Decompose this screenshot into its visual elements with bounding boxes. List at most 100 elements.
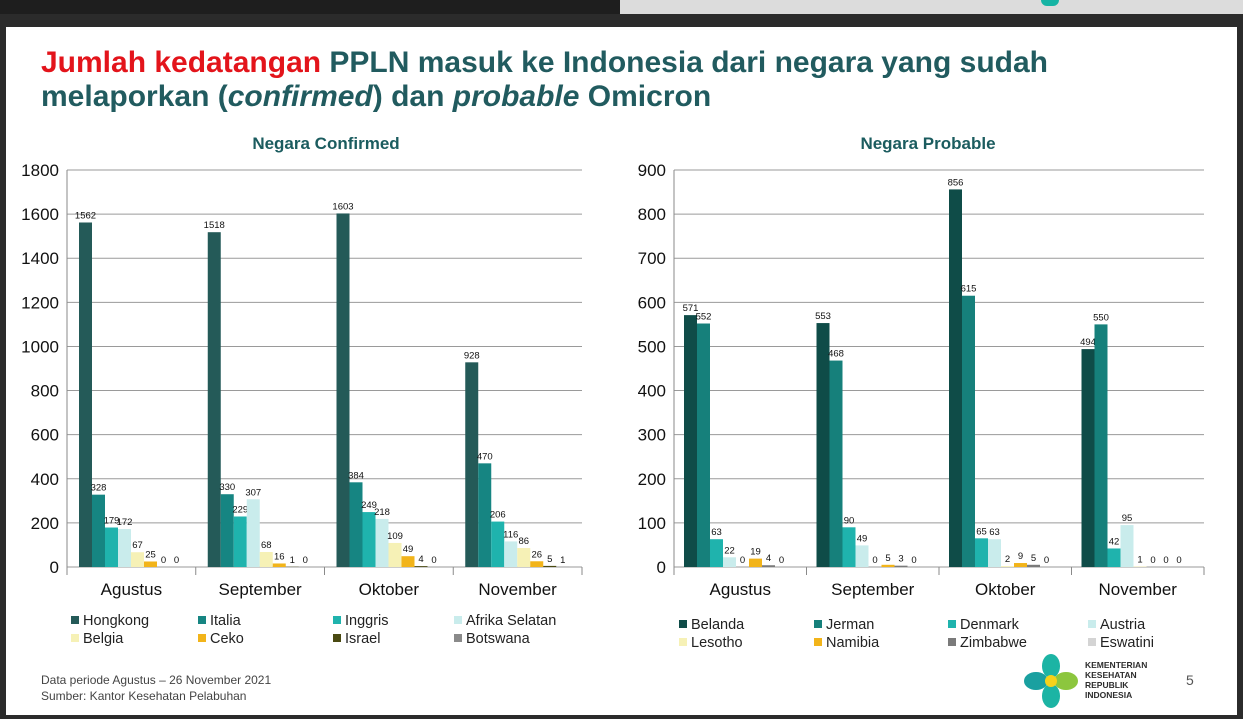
chart-legend: Hongkong Italia Inggris Afrika Selatan Belgi… xyxy=(6,612,606,652)
legend-label: Israel xyxy=(345,631,381,647)
bar xyxy=(710,539,723,567)
bar-value-label: 65 xyxy=(976,526,987,537)
bar xyxy=(962,295,975,567)
bar xyxy=(118,529,131,567)
bar-value-label: 0 xyxy=(161,555,166,566)
bar-value-label: 5 xyxy=(547,554,552,565)
page-number: 5 xyxy=(1186,672,1194,688)
bar-value-label: 26 xyxy=(531,549,542,560)
x-category-label: Oktober xyxy=(975,580,1036,599)
x-category-label: September xyxy=(831,580,914,599)
bar-value-label: 550 xyxy=(1093,312,1109,323)
legend-label: Zimbabwe xyxy=(960,635,1027,651)
bar xyxy=(1001,566,1014,567)
legend-swatch xyxy=(198,634,206,642)
y-tick-label: 400 xyxy=(31,470,59,489)
bar xyxy=(881,564,895,567)
bar-value-label: 0 xyxy=(1163,555,1168,566)
legend-swatch xyxy=(454,616,462,624)
bar-value-label: 109 xyxy=(387,531,403,542)
title-part-2: ) dan xyxy=(372,80,453,113)
bar-value-label: 19 xyxy=(750,547,761,558)
bar xyxy=(79,222,92,567)
bar-value-label: 86 xyxy=(518,536,529,547)
bar-value-label: 0 xyxy=(740,555,745,566)
legend-swatch xyxy=(679,620,687,628)
legend-label: Inggris xyxy=(345,613,389,629)
bar xyxy=(1094,324,1108,567)
bar xyxy=(855,545,869,567)
bar-value-label: 5 xyxy=(885,553,890,564)
bar-value-label: 856 xyxy=(948,177,964,188)
bar-value-label: 552 xyxy=(696,312,712,323)
bar xyxy=(131,552,144,567)
bar-value-label: 1603 xyxy=(332,201,353,212)
legend-swatch xyxy=(333,634,341,642)
logo-text-line: REPUBLIK xyxy=(1085,680,1129,690)
legend-swatch xyxy=(1088,638,1096,646)
bar-value-label: 67 xyxy=(132,540,143,551)
y-tick-label: 1400 xyxy=(21,249,59,268)
legend-label: Belanda xyxy=(691,617,745,633)
y-tick-label: 800 xyxy=(31,382,59,401)
bar-value-label: 9 xyxy=(1018,551,1023,562)
bar-value-label: 1 xyxy=(1137,555,1142,566)
bar xyxy=(92,494,105,567)
bar xyxy=(491,521,505,567)
y-tick-label: 400 xyxy=(638,382,666,401)
bar-value-label: 49 xyxy=(403,544,414,555)
y-tick-label: 600 xyxy=(638,293,666,312)
bar xyxy=(949,189,962,568)
bar-value-label: 90 xyxy=(844,515,855,526)
legend-label: Denmark xyxy=(960,617,1019,633)
bar-value-label: 4 xyxy=(766,553,771,564)
bar xyxy=(543,565,557,567)
legend-item: Namibia xyxy=(814,634,879,652)
bar-value-label: 0 xyxy=(1150,555,1155,566)
bar-value-label: 16 xyxy=(274,551,285,562)
legend-label: Namibia xyxy=(826,635,880,651)
legend-item: Denmark xyxy=(948,616,1019,634)
legend-item: Belanda xyxy=(679,616,744,634)
bar-value-label: 0 xyxy=(174,555,179,566)
bar-value-label: 172 xyxy=(117,517,133,528)
bar xyxy=(723,557,736,567)
legend-item: Botswana xyxy=(454,630,530,648)
chart-confirmed-svg: 020040060080010001200140016001800Agustus… xyxy=(21,161,583,599)
bar xyxy=(375,518,389,567)
bar xyxy=(478,463,492,567)
bar-value-label: 42 xyxy=(1109,536,1120,547)
bar-value-label: 229 xyxy=(232,504,248,515)
bar-value-label: 218 xyxy=(374,507,390,518)
bar-value-label: 1518 xyxy=(204,220,225,231)
legend-swatch xyxy=(1088,620,1096,628)
bar-value-label: 68 xyxy=(261,540,272,551)
bar-value-label: 928 xyxy=(464,350,480,361)
bar-value-label: 4 xyxy=(418,554,423,565)
legend-swatch xyxy=(454,634,462,642)
bar-value-label: 25 xyxy=(145,549,156,560)
bar-value-label: 1 xyxy=(290,555,295,566)
ministry-logo-text: KEMENTERIAN KESEHATAN REPUBLIK INDONESIA xyxy=(1085,660,1175,700)
y-tick-label: 1000 xyxy=(21,337,59,356)
bar xyxy=(414,566,428,567)
bar-value-label: 5 xyxy=(1031,553,1036,564)
y-tick-label: 100 xyxy=(638,514,666,533)
bar xyxy=(144,561,157,567)
legend-swatch xyxy=(333,616,341,624)
chart-confirmed: 0 200 400 600 800 1000 1200 1400 1600 1800 Agustus… xyxy=(6,127,606,707)
bar-value-label: 553 xyxy=(815,311,831,322)
slide-title: Jumlah kedatangan PPLN masuk ke Indonesi… xyxy=(41,46,1191,114)
bar xyxy=(530,561,544,567)
bar xyxy=(259,552,273,567)
legend-swatch xyxy=(814,638,822,646)
logo-text-line: KESEHATAN xyxy=(1085,670,1137,680)
bar-value-label: 615 xyxy=(961,284,977,295)
legend-label: Ceko xyxy=(210,631,244,647)
bar xyxy=(1120,525,1134,567)
bar xyxy=(816,323,830,567)
logo-text-line: KEMENTERIAN xyxy=(1085,660,1148,670)
legend-swatch xyxy=(814,620,822,628)
legend-item: Austria xyxy=(1088,616,1145,634)
bar-value-label: 1562 xyxy=(75,210,96,221)
